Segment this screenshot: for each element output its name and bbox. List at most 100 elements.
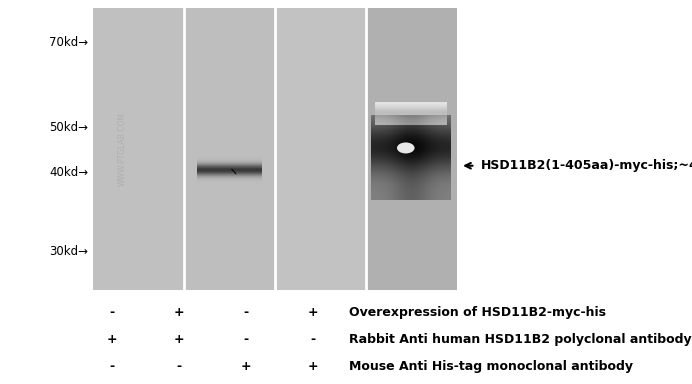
Bar (372, 163, 451, 164)
Bar (372, 173, 451, 174)
Bar (366, 8, 457, 290)
Text: +: + (307, 306, 318, 319)
Bar (372, 192, 451, 193)
Bar (372, 167, 451, 168)
Bar (372, 154, 451, 155)
Bar (372, 134, 451, 135)
Text: Rabbit Anti human HSD11B2 polyclonal antibody: Rabbit Anti human HSD11B2 polyclonal ant… (349, 333, 692, 346)
Bar (372, 182, 451, 183)
Bar (372, 178, 451, 179)
Bar (372, 168, 451, 169)
Bar (372, 185, 451, 186)
Bar (372, 146, 451, 147)
Bar (372, 130, 451, 131)
Bar (372, 194, 451, 195)
Bar (372, 166, 451, 167)
Bar (93, 8, 184, 290)
Bar (372, 129, 451, 130)
Bar (372, 122, 451, 123)
Ellipse shape (397, 142, 415, 154)
Bar (372, 158, 451, 159)
Bar (372, 189, 451, 190)
Bar (372, 186, 451, 187)
Bar (372, 180, 451, 181)
Bar (372, 162, 451, 163)
Bar (372, 118, 451, 119)
Bar (372, 165, 451, 166)
Bar (372, 143, 451, 144)
Bar (372, 126, 451, 127)
Bar (372, 125, 451, 126)
Bar (372, 169, 451, 170)
Bar (372, 139, 451, 140)
Bar (372, 150, 451, 151)
Bar (184, 8, 275, 290)
Text: 40kd→: 40kd→ (49, 166, 89, 179)
Bar (372, 121, 451, 122)
Bar (372, 147, 451, 148)
Text: +: + (307, 360, 318, 373)
Bar (372, 197, 451, 198)
Bar (372, 172, 451, 173)
Bar (372, 174, 451, 175)
Bar (372, 127, 451, 128)
Bar (372, 149, 451, 150)
Bar (372, 156, 451, 157)
Bar (372, 176, 451, 177)
Bar (372, 187, 451, 188)
Bar (372, 193, 451, 194)
Bar (372, 183, 451, 184)
Text: +: + (173, 306, 184, 319)
Bar (372, 177, 451, 178)
Text: 30kd→: 30kd→ (50, 245, 89, 258)
Bar (372, 175, 451, 176)
Text: -: - (243, 333, 248, 346)
Text: 50kd→: 50kd→ (50, 121, 89, 134)
Bar (372, 119, 451, 120)
Bar (372, 171, 451, 172)
Bar (372, 141, 451, 142)
Bar (372, 152, 451, 153)
Text: 70kd→: 70kd→ (49, 36, 89, 50)
Text: -: - (243, 306, 248, 319)
Bar (372, 196, 451, 197)
Bar (372, 128, 451, 129)
Text: HSD11B2(1-405aa)-myc-his;~44kDa: HSD11B2(1-405aa)-myc-his;~44kDa (481, 159, 692, 172)
Text: Mouse Anti His-tag monoclonal antibody: Mouse Anti His-tag monoclonal antibody (349, 360, 633, 373)
Bar (372, 142, 451, 143)
Bar (372, 184, 451, 185)
Bar (372, 195, 451, 196)
Text: Overexpression of HSD11B2-myc-his: Overexpression of HSD11B2-myc-his (349, 306, 606, 319)
Text: -: - (176, 360, 181, 373)
Bar (372, 181, 451, 182)
Bar (372, 157, 451, 158)
Bar (372, 198, 451, 199)
Text: WWW.PTGLAB.COM: WWW.PTGLAB.COM (118, 112, 127, 186)
Bar (372, 132, 451, 133)
Bar (372, 151, 451, 152)
Bar (372, 120, 451, 121)
Bar (372, 131, 451, 132)
Bar (372, 170, 451, 171)
Bar (372, 133, 451, 134)
Bar (372, 188, 451, 189)
Bar (372, 116, 451, 117)
Text: -: - (109, 306, 115, 319)
Bar (372, 145, 451, 146)
Bar (372, 161, 451, 162)
Bar (275, 8, 366, 290)
Bar (93, 8, 457, 290)
Bar (372, 190, 451, 191)
Bar (372, 160, 451, 161)
Bar (372, 135, 451, 136)
Text: +: + (240, 360, 251, 373)
Text: -: - (310, 333, 316, 346)
Bar (372, 123, 451, 124)
Text: +: + (107, 333, 118, 346)
Bar (372, 140, 451, 141)
Bar (372, 148, 451, 149)
Text: +: + (173, 333, 184, 346)
Bar (372, 164, 451, 165)
Bar (372, 117, 451, 118)
Text: -: - (109, 360, 115, 373)
